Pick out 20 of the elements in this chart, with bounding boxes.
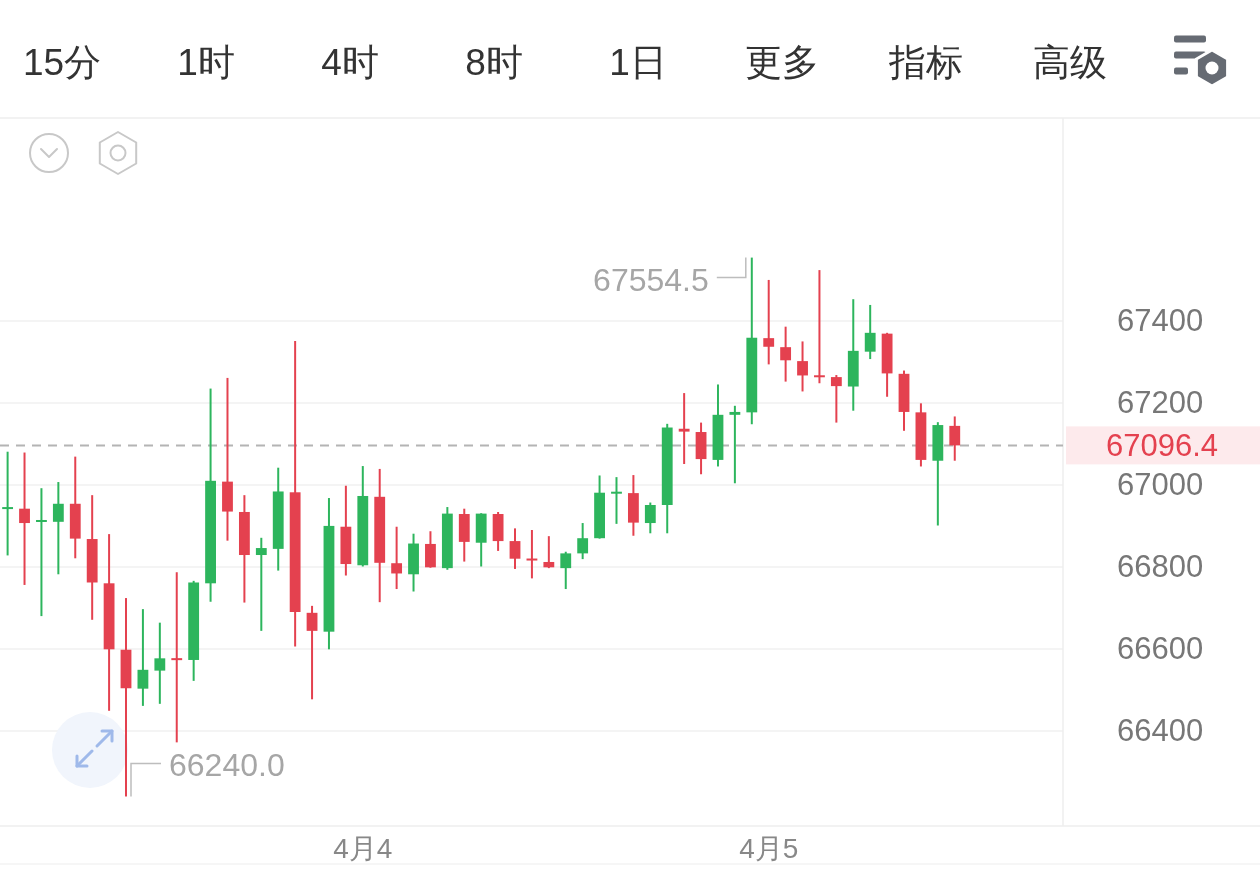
y-tick-label: 67000 xyxy=(1117,467,1204,503)
tab-label: 更多 xyxy=(745,41,819,83)
x-tick-label: 4月4 xyxy=(333,832,393,864)
y-tick-label: 67200 xyxy=(1117,385,1204,421)
y-tick-label: 67400 xyxy=(1117,303,1204,339)
x-tick-label: 4月5 xyxy=(739,832,799,864)
y-tick-label: 66400 xyxy=(1117,713,1204,749)
tab-label: 1时 xyxy=(177,41,235,83)
tab-label: 15分 xyxy=(22,41,102,83)
ref-line-label: 67096.4 xyxy=(1105,427,1219,463)
y-tick-label: 66600 xyxy=(1117,631,1204,667)
annotation: 67554.5 xyxy=(593,261,709,298)
tab-label: 指标 xyxy=(889,41,963,83)
annotation: 66240.0 xyxy=(169,747,285,784)
tab-label: 4时 xyxy=(321,41,379,83)
ref-line-label: 67096.4 xyxy=(1066,426,1260,465)
y-tick-label: 66800 xyxy=(1117,549,1204,585)
tab-label: 高级 xyxy=(1033,41,1107,83)
tab-label: 8时 xyxy=(465,41,523,83)
tab-label: 1日 xyxy=(609,41,667,83)
